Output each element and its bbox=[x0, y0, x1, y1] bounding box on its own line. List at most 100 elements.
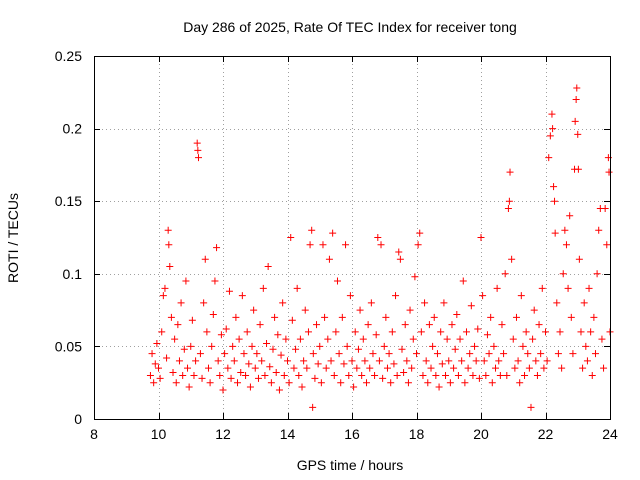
data-point bbox=[306, 241, 314, 249]
data-point bbox=[572, 96, 580, 104]
data-point bbox=[266, 363, 274, 371]
data-point bbox=[532, 357, 540, 365]
data-point bbox=[161, 284, 169, 292]
data-point bbox=[225, 287, 233, 295]
data-point bbox=[234, 379, 242, 387]
data-point bbox=[203, 328, 211, 336]
data-point bbox=[316, 342, 324, 350]
data-point bbox=[527, 403, 535, 411]
data-point bbox=[504, 204, 512, 212]
data-point bbox=[171, 335, 179, 343]
x-tick-label: 12 bbox=[215, 426, 231, 442]
data-point bbox=[351, 328, 359, 336]
data-point bbox=[166, 263, 174, 271]
data-point bbox=[392, 292, 400, 300]
data-point bbox=[280, 371, 288, 379]
data-point bbox=[227, 374, 235, 382]
data-point bbox=[529, 335, 537, 343]
data-point bbox=[308, 226, 316, 234]
data-point bbox=[414, 241, 422, 249]
data-point bbox=[254, 374, 262, 382]
data-point bbox=[487, 313, 495, 321]
data-point bbox=[272, 369, 280, 377]
data-point bbox=[429, 342, 437, 350]
data-point bbox=[472, 357, 480, 365]
data-point bbox=[395, 248, 403, 256]
data-point bbox=[335, 350, 343, 358]
data-point bbox=[440, 299, 448, 307]
data-point bbox=[385, 350, 393, 358]
data-point bbox=[511, 364, 519, 372]
data-point bbox=[364, 321, 372, 329]
data-point bbox=[148, 350, 156, 358]
data-point bbox=[177, 299, 185, 307]
data-point bbox=[325, 255, 333, 263]
data-point bbox=[438, 360, 446, 368]
data-point bbox=[548, 110, 556, 118]
data-point bbox=[588, 371, 596, 379]
data-point bbox=[559, 270, 567, 278]
data-point bbox=[509, 335, 517, 343]
data-point bbox=[361, 357, 369, 365]
data-point bbox=[566, 212, 574, 220]
data-point bbox=[348, 357, 356, 365]
data-point bbox=[430, 313, 438, 321]
data-point bbox=[194, 154, 202, 162]
data-point bbox=[146, 371, 154, 379]
data-point bbox=[333, 277, 341, 285]
data-point bbox=[229, 342, 237, 350]
data-point bbox=[474, 325, 482, 333]
data-point bbox=[546, 132, 554, 140]
data-point bbox=[317, 379, 325, 387]
data-point bbox=[192, 357, 200, 365]
data-point bbox=[517, 292, 525, 300]
data-point bbox=[591, 350, 599, 358]
data-point bbox=[261, 371, 269, 379]
data-point bbox=[187, 342, 195, 350]
data-point bbox=[343, 342, 351, 350]
data-point bbox=[562, 241, 570, 249]
data-point bbox=[445, 357, 453, 365]
data-point bbox=[190, 371, 198, 379]
data-point bbox=[388, 328, 396, 336]
data-point bbox=[483, 331, 491, 339]
data-point bbox=[567, 313, 575, 321]
data-point bbox=[269, 345, 277, 353]
data-point bbox=[595, 226, 603, 234]
data-point bbox=[383, 364, 391, 372]
data-point bbox=[442, 371, 450, 379]
data-point bbox=[400, 369, 408, 377]
data-point bbox=[184, 364, 192, 372]
data-point bbox=[387, 379, 395, 387]
data-point bbox=[274, 331, 282, 339]
data-point bbox=[569, 350, 577, 358]
data-point bbox=[167, 313, 175, 321]
data-point bbox=[516, 379, 524, 387]
data-point bbox=[403, 357, 411, 365]
data-point bbox=[285, 379, 293, 387]
data-point bbox=[329, 229, 337, 237]
data-point bbox=[338, 313, 346, 321]
data-point bbox=[346, 292, 354, 300]
data-point bbox=[458, 357, 466, 365]
data-point bbox=[479, 292, 487, 300]
data-point bbox=[242, 371, 250, 379]
y-axis-label: ROTI / TECUs bbox=[5, 193, 21, 283]
data-point bbox=[332, 328, 340, 336]
data-point bbox=[446, 379, 454, 387]
data-point bbox=[377, 241, 385, 249]
data-point bbox=[503, 371, 511, 379]
data-point bbox=[322, 364, 330, 372]
data-point bbox=[324, 335, 332, 343]
data-point bbox=[358, 371, 366, 379]
data-point bbox=[256, 321, 264, 329]
data-point bbox=[258, 357, 266, 365]
x-tick-label: 16 bbox=[344, 426, 360, 442]
data-point bbox=[159, 292, 167, 300]
data-point bbox=[367, 299, 375, 307]
data-point bbox=[330, 371, 338, 379]
data-point bbox=[245, 360, 253, 368]
data-point bbox=[243, 328, 251, 336]
data-point bbox=[246, 383, 254, 391]
